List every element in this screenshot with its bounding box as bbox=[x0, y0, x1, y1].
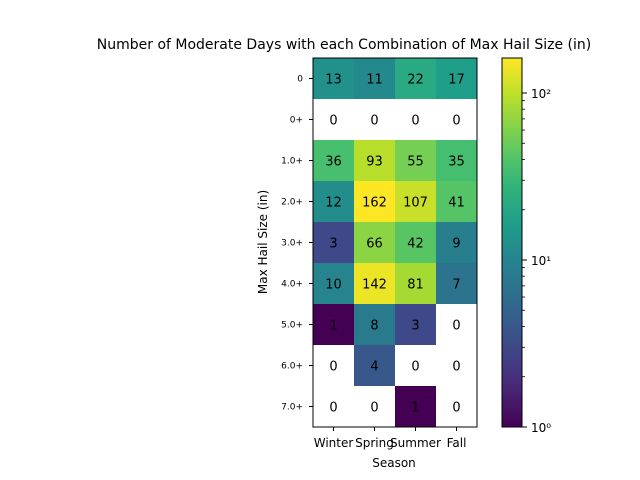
heatmap-cell bbox=[354, 140, 395, 181]
x-axis-label: Season bbox=[372, 456, 416, 470]
heatmap-cell bbox=[354, 222, 395, 263]
heatmap-cell bbox=[395, 304, 436, 345]
heatmap-cell bbox=[354, 263, 395, 304]
cell-value-label: 12 bbox=[325, 196, 342, 211]
heatmap-cells bbox=[313, 58, 477, 427]
heatmap-cell bbox=[436, 386, 477, 427]
y-tick-label: 2.0+ bbox=[281, 198, 303, 208]
colorbar: 10⁰ 10¹ 10² bbox=[501, 57, 551, 435]
heatmap-cell bbox=[436, 345, 477, 386]
cell-value-label: 35 bbox=[448, 155, 465, 170]
cell-value-label: 0 bbox=[329, 360, 337, 375]
x-tick-label: Fall bbox=[447, 436, 467, 450]
cell-value-label: 0 bbox=[411, 114, 419, 129]
cell-value-label: 17 bbox=[448, 73, 465, 88]
heatmap-cell bbox=[395, 222, 436, 263]
cell-value-label: 3 bbox=[411, 319, 419, 334]
y-tick-label: 6.0+ bbox=[281, 362, 303, 372]
cell-value-label: 0 bbox=[329, 401, 337, 416]
x-tick-label: Winter bbox=[314, 436, 354, 450]
y-tick-label: 0 bbox=[297, 75, 303, 85]
cell-value-label: 9 bbox=[452, 237, 460, 252]
colorbar-gradient bbox=[501, 57, 523, 428]
cell-value-label: 0 bbox=[329, 114, 337, 129]
heatmap-cell bbox=[436, 99, 477, 140]
heatmap-cell bbox=[313, 263, 354, 304]
cell-value-label: 162 bbox=[362, 196, 387, 211]
cell-value-label: 93 bbox=[366, 155, 383, 170]
cell-value-label: 22 bbox=[407, 73, 424, 88]
cell-value-label: 0 bbox=[452, 401, 460, 416]
cell-value-label: 11 bbox=[366, 73, 383, 88]
cell-value-label: 7 bbox=[452, 278, 460, 293]
heatmap-cell bbox=[354, 345, 395, 386]
cell-value-label: 142 bbox=[362, 278, 387, 293]
heatmap-cell bbox=[436, 304, 477, 345]
heatmap-cell bbox=[313, 58, 354, 99]
cell-value-label: 8 bbox=[370, 319, 378, 334]
cell-value-label: 81 bbox=[407, 278, 424, 293]
cell-value-label: 0 bbox=[452, 114, 460, 129]
cell-value-label: 10 bbox=[325, 278, 342, 293]
heatmap-cell bbox=[313, 99, 354, 140]
cell-value-label: 0 bbox=[370, 114, 378, 129]
heatmap-cell bbox=[395, 58, 436, 99]
y-tick-label: 4.0+ bbox=[281, 280, 303, 290]
y-tick-label: 5.0+ bbox=[281, 321, 303, 331]
heatmap-cell bbox=[436, 181, 477, 222]
heatmap-cell bbox=[436, 263, 477, 304]
y-tick-label: 0+ bbox=[290, 116, 303, 126]
cell-value-label: 41 bbox=[448, 196, 465, 211]
cell-value-label: 55 bbox=[407, 155, 424, 170]
y-tick-label: 7.0+ bbox=[281, 403, 303, 413]
heatmap-cell bbox=[313, 386, 354, 427]
heatmap-cell bbox=[354, 304, 395, 345]
cell-value-label: 0 bbox=[370, 401, 378, 416]
colorbar-tick-label: 10¹ bbox=[531, 254, 551, 268]
heatmap-cell bbox=[313, 181, 354, 222]
cell-value-label: 0 bbox=[452, 360, 460, 375]
heatmap-cell bbox=[436, 58, 477, 99]
heatmap-cell bbox=[395, 99, 436, 140]
x-tick-label: Spring bbox=[355, 436, 394, 450]
cell-value-label: 66 bbox=[366, 237, 383, 252]
y-tick-label: 3.0+ bbox=[281, 239, 303, 249]
heatmap-cell bbox=[395, 140, 436, 181]
y-axis-label: Max Hail Size (in) bbox=[256, 190, 270, 294]
cell-value-label: 13 bbox=[325, 73, 342, 88]
cell-value-label: 42 bbox=[407, 237, 424, 252]
cell-value-label: 36 bbox=[325, 155, 342, 170]
cell-value-label: 4 bbox=[370, 360, 378, 375]
x-tick-label: Summer bbox=[390, 436, 441, 450]
heatmap-cell bbox=[354, 99, 395, 140]
heatmap-cell bbox=[436, 222, 477, 263]
colorbar-tick-label: 10⁰ bbox=[531, 421, 551, 435]
cell-value-label: 1 bbox=[329, 319, 337, 334]
chart-title: Number of Moderate Days with each Combin… bbox=[97, 37, 591, 53]
heatmap-cell bbox=[313, 304, 354, 345]
heatmap-cell bbox=[354, 181, 395, 222]
cell-value-label: 107 bbox=[403, 196, 428, 211]
heatmap-cell bbox=[395, 181, 436, 222]
heatmap-cell bbox=[395, 345, 436, 386]
cell-value-label: 0 bbox=[452, 319, 460, 334]
heatmap-cell bbox=[313, 140, 354, 181]
heatmap-cell bbox=[354, 386, 395, 427]
cell-value-label: 0 bbox=[411, 360, 419, 375]
cell-value-label: 1 bbox=[411, 401, 419, 416]
heatmap-cell bbox=[436, 140, 477, 181]
heatmap-cell bbox=[395, 386, 436, 427]
heatmap-cell bbox=[313, 345, 354, 386]
heatmap-cell bbox=[354, 58, 395, 99]
cell-value-label: 3 bbox=[329, 237, 337, 252]
y-tick-label: 1.0+ bbox=[281, 157, 303, 167]
heatmap-cell bbox=[395, 263, 436, 304]
colorbar-tick-label: 10² bbox=[531, 87, 551, 101]
heatmap-cell bbox=[313, 222, 354, 263]
y-axis: 0 0+ 1.0+ 2.0+ 3.0+ 4.0+ 5.0+ 6.0+ 7.0+ bbox=[281, 75, 313, 413]
